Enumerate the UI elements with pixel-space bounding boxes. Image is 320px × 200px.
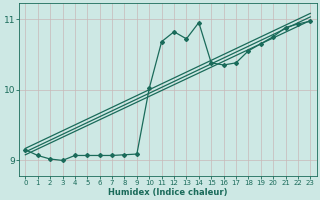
X-axis label: Humidex (Indice chaleur): Humidex (Indice chaleur)	[108, 188, 228, 197]
